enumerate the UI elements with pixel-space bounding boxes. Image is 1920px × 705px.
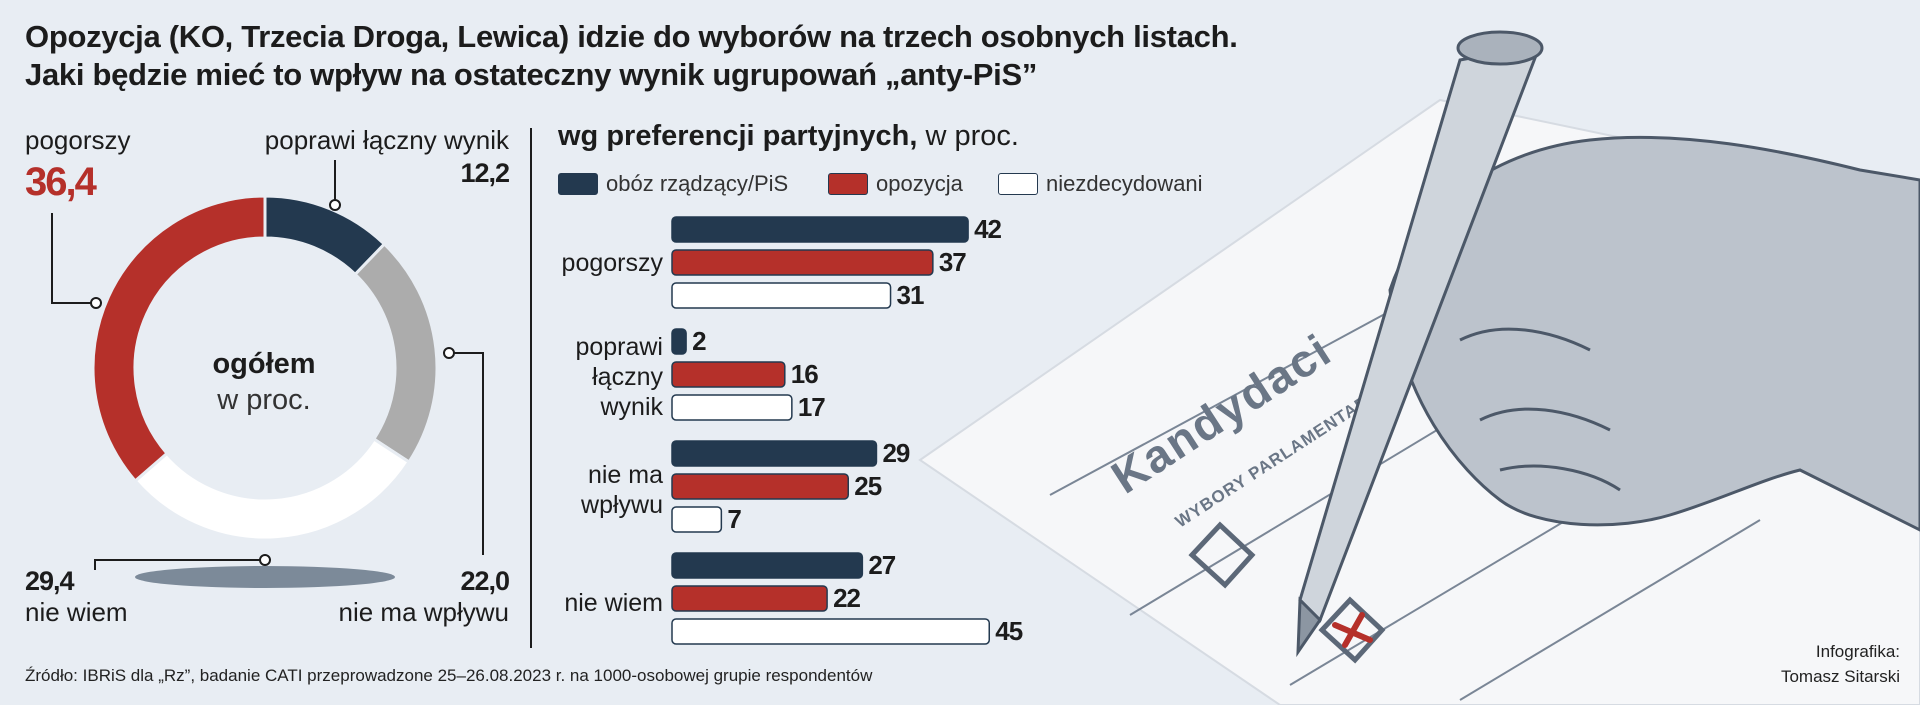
bar-pogorszy-ob-z-rz-dz-cy-pis	[671, 216, 969, 243]
bar-pogorszy-opozycja	[671, 249, 934, 276]
title-line-1: Opozycja (KO, Trzecia Droga, Lewica) idz…	[25, 19, 1238, 54]
legend-label-opozycja: opozycja	[876, 171, 963, 196]
leader-nie-ma	[449, 352, 484, 555]
leader-nie-wiem	[94, 559, 265, 570]
label-nie-ma: nie ma wpływu	[338, 597, 509, 627]
bar-value-nie-wiem-opozycja: 22	[833, 583, 860, 613]
bar-value-poprawi-czny-wynik-niezdecydowani: 17	[798, 392, 825, 422]
bar-value-nie-ma-wp-ywu-ob-z-rz-dz-cy-pis: 29	[882, 438, 909, 468]
bars-header-bold: wg preferencji partyjnych,	[558, 120, 918, 152]
bar-value-nie-wiem-ob-z-rz-dz-cy-pis: 27	[868, 550, 895, 580]
category-label-poprawi: poprawi łączny wynik	[575, 333, 663, 421]
donut-shadow	[135, 566, 395, 588]
label-nie-wiem: nie wiem	[25, 597, 128, 627]
category-label-nie-wiem: nie wiem	[564, 589, 663, 617]
marker-nie-wiem	[259, 554, 271, 566]
credit-line-1: Infografika:	[1816, 642, 1900, 661]
donut-center-subtitle: w proc.	[217, 384, 311, 416]
bars-header-normal: w proc.	[917, 120, 1019, 152]
bar-nie-ma-wp-ywu-opozycja	[671, 473, 849, 500]
bar-nie-wiem-ob-z-rz-dz-cy-pis	[671, 552, 864, 579]
label-pogorszy: pogorszy	[25, 125, 131, 155]
legend-swatch-niezdecydowani	[998, 173, 1038, 195]
marker-nie-ma	[443, 347, 455, 359]
bar-nie-ma-wp-ywu-ob-z-rz-dz-cy-pis	[671, 440, 878, 467]
bar-value-pogorszy-ob-z-rz-dz-cy-pis: 42	[974, 214, 1001, 244]
title-line-2: Jaki będzie mieć to wpływ na ostateczny …	[25, 57, 1038, 92]
donut-slice-pogorszy	[91, 194, 267, 484]
bar-value-pogorszy-opozycja: 37	[939, 247, 966, 277]
source-note: Źródło: IBRiS dla „Rz”, badanie CATI prz…	[25, 666, 873, 685]
divider	[530, 128, 532, 648]
legend-swatch-pis	[558, 173, 598, 195]
ballot-illustration: Kandydaci WYBORY PARLAMENTARNE 2023 Info…	[918, 30, 1920, 705]
label-poprawi: poprawi łączny wynik	[264, 125, 509, 155]
legend-swatch-opozycja	[828, 173, 868, 195]
donut-chart	[51, 160, 484, 588]
donut-slice-nie-wiem	[133, 436, 412, 542]
marker-pogorszy	[90, 297, 102, 309]
donut-center-title: ogółem	[212, 348, 316, 380]
bar-nie-ma-wp-ywu-niezdecydowani	[671, 506, 723, 533]
bar-nie-wiem-niezdecydowani	[671, 618, 990, 645]
bars-header: wg preferencji partyjnych, w proc.	[558, 120, 1019, 153]
bar-value-poprawi-czny-wynik-ob-z-rz-dz-cy-pis: 2	[692, 326, 706, 356]
marker-poprawi	[329, 199, 341, 211]
bar-pogorszy-niezdecydowani	[671, 282, 892, 309]
value-nie-wiem: 29,4	[25, 566, 75, 596]
donut-slice-nie-ma-wp-ywu	[353, 241, 439, 465]
legend-label-pis: obóz rządzący/PiS	[606, 171, 789, 196]
bar-value-nie-ma-wp-ywu-niezdecydowani: 7	[727, 504, 741, 534]
bar-nie-wiem-opozycja	[671, 585, 828, 612]
credit-line-2: Tomasz Sitarski	[1781, 667, 1900, 686]
bar-value-nie-ma-wp-ywu-opozycja: 25	[854, 471, 881, 501]
value-nie-ma: 22,0	[460, 566, 510, 596]
bar-poprawi-czny-wynik-niezdecydowani	[671, 394, 793, 421]
chart-title: Opozycja (KO, Trzecia Droga, Lewica) idz…	[25, 18, 1425, 94]
bar-poprawi-czny-wynik-opozycja	[671, 361, 786, 388]
bar-poprawi-czny-wynik-ob-z-rz-dz-cy-pis	[671, 328, 687, 355]
value-pogorszy: 36,4	[25, 160, 97, 204]
legend-label-niezdecydowani: niezdecydowani	[1046, 171, 1203, 196]
leader-pogorszy	[51, 213, 96, 304]
bar-value-poprawi-czny-wynik-opozycja: 16	[791, 359, 818, 389]
bar-value-pogorszy-niezdecydowani: 31	[897, 280, 924, 310]
bar-value-nie-wiem-niezdecydowani: 45	[995, 616, 1022, 646]
category-label-nie-ma: nie ma wpływu	[581, 461, 663, 519]
category-label-pogorszy: pogorszy	[561, 249, 663, 277]
value-poprawi: 12,2	[460, 158, 510, 188]
